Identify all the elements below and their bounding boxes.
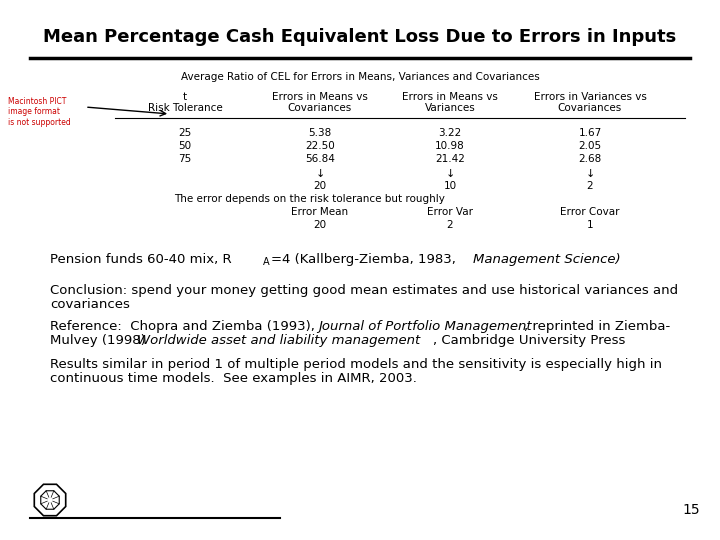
Text: The error depends on the risk tolerance but roughly: The error depends on the risk tolerance … — [174, 194, 446, 204]
Text: Macintosh PICT
image format
is not supported: Macintosh PICT image format is not suppo… — [8, 97, 71, 127]
Text: 21.42: 21.42 — [435, 154, 465, 164]
Text: Covariances: Covariances — [288, 103, 352, 113]
Text: 20: 20 — [313, 181, 327, 191]
Text: Management Science): Management Science) — [473, 253, 621, 266]
Text: 10: 10 — [444, 181, 456, 191]
Text: Errors in Means vs: Errors in Means vs — [402, 92, 498, 102]
Text: 50: 50 — [179, 141, 192, 151]
Text: 15: 15 — [683, 503, 700, 517]
Text: covariances: covariances — [50, 298, 130, 311]
Text: Covariances: Covariances — [558, 103, 622, 113]
Text: Mulvey (1998): Mulvey (1998) — [50, 334, 150, 347]
Text: 22.50: 22.50 — [305, 141, 335, 151]
Text: Pension funds 60-40 mix, R: Pension funds 60-40 mix, R — [50, 253, 232, 266]
Text: 25: 25 — [179, 128, 192, 138]
Text: Reference:  Chopra and Ziemba (1993),: Reference: Chopra and Ziemba (1993), — [50, 320, 319, 333]
Text: 56.84: 56.84 — [305, 154, 335, 164]
Text: Results similar in period 1 of multiple period models and the sensitivity is esp: Results similar in period 1 of multiple … — [50, 358, 662, 371]
Text: 20: 20 — [313, 220, 327, 230]
Text: t: t — [183, 92, 187, 102]
Text: 2: 2 — [446, 220, 454, 230]
Text: ↓: ↓ — [445, 169, 455, 179]
Text: 1.67: 1.67 — [578, 128, 602, 138]
Text: Risk Tolerance: Risk Tolerance — [148, 103, 222, 113]
Text: Error Mean: Error Mean — [292, 207, 348, 217]
Text: 75: 75 — [179, 154, 192, 164]
Text: Variances: Variances — [425, 103, 475, 113]
Text: Error Covar: Error Covar — [560, 207, 620, 217]
Text: 10.98: 10.98 — [435, 141, 465, 151]
Text: Mean Percentage Cash Equivalent Loss Due to Errors in Inputs: Mean Percentage Cash Equivalent Loss Due… — [43, 28, 677, 46]
Text: Errors in Means vs: Errors in Means vs — [272, 92, 368, 102]
Text: ↓: ↓ — [585, 169, 595, 179]
Text: 3.22: 3.22 — [438, 128, 462, 138]
Text: 1: 1 — [587, 220, 593, 230]
Text: =4 (Kallberg-Ziemba, 1983,: =4 (Kallberg-Ziemba, 1983, — [271, 253, 460, 266]
Text: continuous time models.  See examples in AIMR, 2003.: continuous time models. See examples in … — [50, 372, 417, 385]
Text: Worldwide asset and liability management: Worldwide asset and liability management — [137, 334, 420, 347]
Text: ↓: ↓ — [315, 169, 325, 179]
Text: 2: 2 — [587, 181, 593, 191]
Text: 5.38: 5.38 — [308, 128, 332, 138]
Text: Error Var: Error Var — [427, 207, 473, 217]
Text: , reprinted in Ziemba-: , reprinted in Ziemba- — [524, 320, 670, 333]
Text: A: A — [263, 257, 269, 267]
Text: Journal of Portfolio Management: Journal of Portfolio Management — [318, 320, 531, 333]
Text: , Cambridge University Press: , Cambridge University Press — [433, 334, 626, 347]
Text: 2.05: 2.05 — [578, 141, 602, 151]
Text: 2.68: 2.68 — [578, 154, 602, 164]
Text: Conclusion: spend your money getting good mean estimates and use historical vari: Conclusion: spend your money getting goo… — [50, 284, 678, 297]
Text: Errors in Variances vs: Errors in Variances vs — [534, 92, 647, 102]
Text: Average Ratio of CEL for Errors in Means, Variances and Covariances: Average Ratio of CEL for Errors in Means… — [181, 72, 539, 82]
